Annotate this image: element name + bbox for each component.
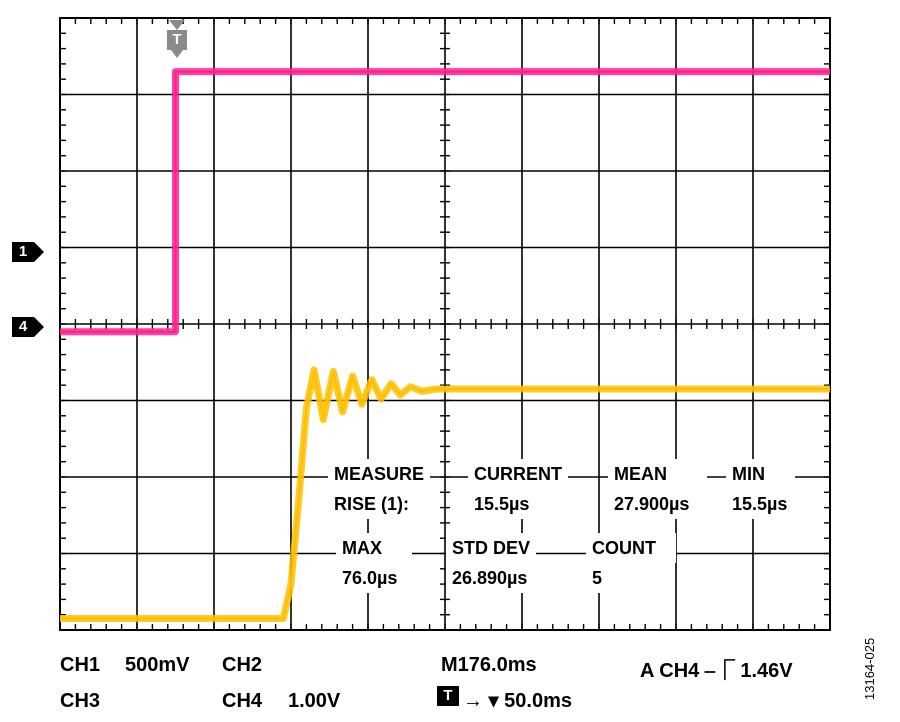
trigger-marker-label: T — [167, 30, 187, 50]
measure-header: MEASURE — [328, 459, 431, 489]
graticule — [59, 17, 831, 631]
trigger-offset: → ▾ 50.0ms — [463, 690, 572, 712]
stddev-value: 26.890µs — [446, 563, 534, 593]
timebase: M176.0ms — [441, 654, 537, 676]
mean-value: 27.900µs — [608, 489, 696, 519]
rise-label: RISE (1): — [328, 489, 416, 519]
trigger-icon: T — [437, 686, 459, 706]
ch3-label: CH3 — [60, 690, 101, 712]
trigger-pointer-icon — [171, 50, 183, 58]
count-header: COUNT — [586, 533, 676, 563]
trigger-info: A CH4 ⎯⎾ 1.46V — [640, 660, 793, 682]
trace-ch4-core — [60, 70, 830, 333]
count-value: 5 — [586, 563, 663, 593]
arrow-right-icon — [34, 242, 44, 262]
min-header: MIN — [726, 459, 795, 489]
mean-header: MEAN — [608, 459, 707, 489]
ch2-label: CH2 — [222, 654, 263, 676]
figure-id: 13164-025 — [862, 637, 877, 700]
current-header: CURRENT — [468, 459, 568, 489]
min-value: 15.5µs — [726, 489, 794, 519]
waveform-traces — [60, 68, 830, 622]
ch4-label: CH4 — [222, 690, 263, 712]
ch1-marker-label: 1 — [12, 242, 34, 262]
arrow-right-icon — [34, 317, 44, 337]
arrow-down-icon — [169, 20, 185, 30]
trigger-position-marker[interactable]: T — [167, 20, 187, 58]
stddev-header: STD DEV — [446, 533, 537, 563]
trace-ch1-core — [60, 368, 830, 620]
ch1-scale: 500mV — [125, 654, 190, 676]
ch4-marker-label: 4 — [12, 317, 34, 337]
ch4-scale: 1.00V — [288, 690, 341, 712]
ch1-ground-marker[interactable]: 1 — [12, 242, 44, 262]
max-header: MAX — [336, 533, 412, 563]
max-value: 76.0µs — [336, 563, 404, 593]
current-value: 15.5µs — [468, 489, 570, 519]
ch1-label: CH1 — [60, 654, 101, 676]
ch4-ground-marker[interactable]: 4 — [12, 317, 44, 337]
